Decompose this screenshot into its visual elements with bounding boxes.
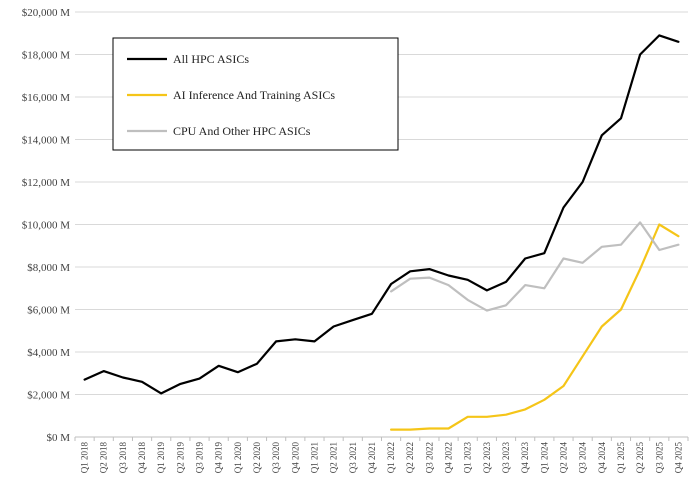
y-tick-label: $16,000 M: [22, 92, 71, 104]
y-tick-label: $18,000 M: [22, 50, 71, 62]
x-tick-label: Q1 2023: [463, 442, 473, 474]
series-line-cpu-and-other-hpc-asics: [390, 221, 680, 312]
x-tick-label: Q1 2018: [80, 442, 90, 474]
x-tick-label: Q2 2025: [635, 442, 645, 474]
y-tick-label: $2,000 M: [27, 390, 70, 402]
x-tick-label: Q3 2018: [118, 442, 128, 474]
legend-label-cpu: CPU And Other HPC ASICs: [173, 124, 311, 138]
x-tick-label: Q3 2020: [271, 442, 281, 474]
x-tick-label: Q4 2018: [137, 442, 147, 474]
x-tick-label: Q2 2023: [482, 442, 492, 474]
x-tick-label: Q2 2020: [252, 442, 262, 474]
x-tick-label: Q4 2019: [214, 442, 224, 474]
x-tick-label: Q3 2025: [654, 442, 664, 474]
x-tick-label: Q1 2021: [309, 442, 319, 473]
x-tick-label: Q2 2021: [329, 442, 339, 473]
x-tick-label: Q3 2022: [424, 442, 434, 473]
x-tick-label: Q4 2023: [520, 442, 530, 474]
y-axis-tick-labels: $0 M $2,000 M $4,000 M $6,000 M $8,000 M $10,…: [22, 7, 71, 444]
x-tick-label: Q4 2022: [444, 442, 454, 473]
x-tick-label: Q1 2022: [386, 442, 396, 473]
y-tick-label: $6,000 M: [27, 305, 70, 317]
series-line-all-hpc-asics: [83, 34, 680, 395]
x-tick-label: Q2 2018: [99, 442, 109, 474]
series-lines: [83, 34, 680, 431]
x-tick-label: Q2 2022: [405, 442, 415, 473]
x-tick-label: Q4 2020: [290, 442, 300, 474]
legend-label-all-hpc: All HPC ASICs: [173, 52, 249, 66]
x-tick-label: Q4 2024: [597, 442, 607, 474]
x-tick-label: Q1 2025: [616, 442, 626, 474]
x-tick-label: Q4 2025: [673, 442, 683, 474]
x-axis-tick-labels: Q1 2018 Q2 2018 Q3 2018 Q4 2018 Q1 2019 Q2 20…: [80, 442, 684, 474]
series-line-ai-inference-and-training-asics: [390, 223, 680, 431]
y-tick-label: $14,000 M: [22, 135, 71, 147]
x-tick-label: Q4 2021: [367, 442, 377, 473]
y-tick-label: $0 M: [46, 432, 70, 444]
x-tick-label: Q2 2019: [175, 442, 185, 474]
x-tick-label: Q2 2024: [558, 442, 568, 474]
axes: [74, 436, 689, 441]
y-tick-label: $12,000 M: [22, 177, 71, 189]
x-tick-label: Q3 2024: [578, 442, 588, 474]
x-tick-label: Q3 2023: [501, 442, 511, 474]
x-tick-label: Q1 2020: [233, 442, 243, 474]
y-tick-label: $4,000 M: [27, 347, 70, 359]
x-tick-label: Q3 2021: [348, 442, 358, 473]
legend-label-ai: AI Inference And Training ASICs: [173, 88, 335, 102]
x-tick-label: Q1 2019: [156, 442, 166, 474]
x-tick-label: Q1 2024: [539, 442, 549, 474]
y-tick-label: $8,000 M: [27, 262, 70, 274]
legend: All HPC ASICs AI Inference And Training …: [112, 37, 399, 151]
y-tick-label: $10,000 M: [22, 220, 71, 232]
y-tick-label: $20,000 M: [22, 7, 71, 19]
x-tick-label: Q3 2019: [195, 442, 205, 474]
